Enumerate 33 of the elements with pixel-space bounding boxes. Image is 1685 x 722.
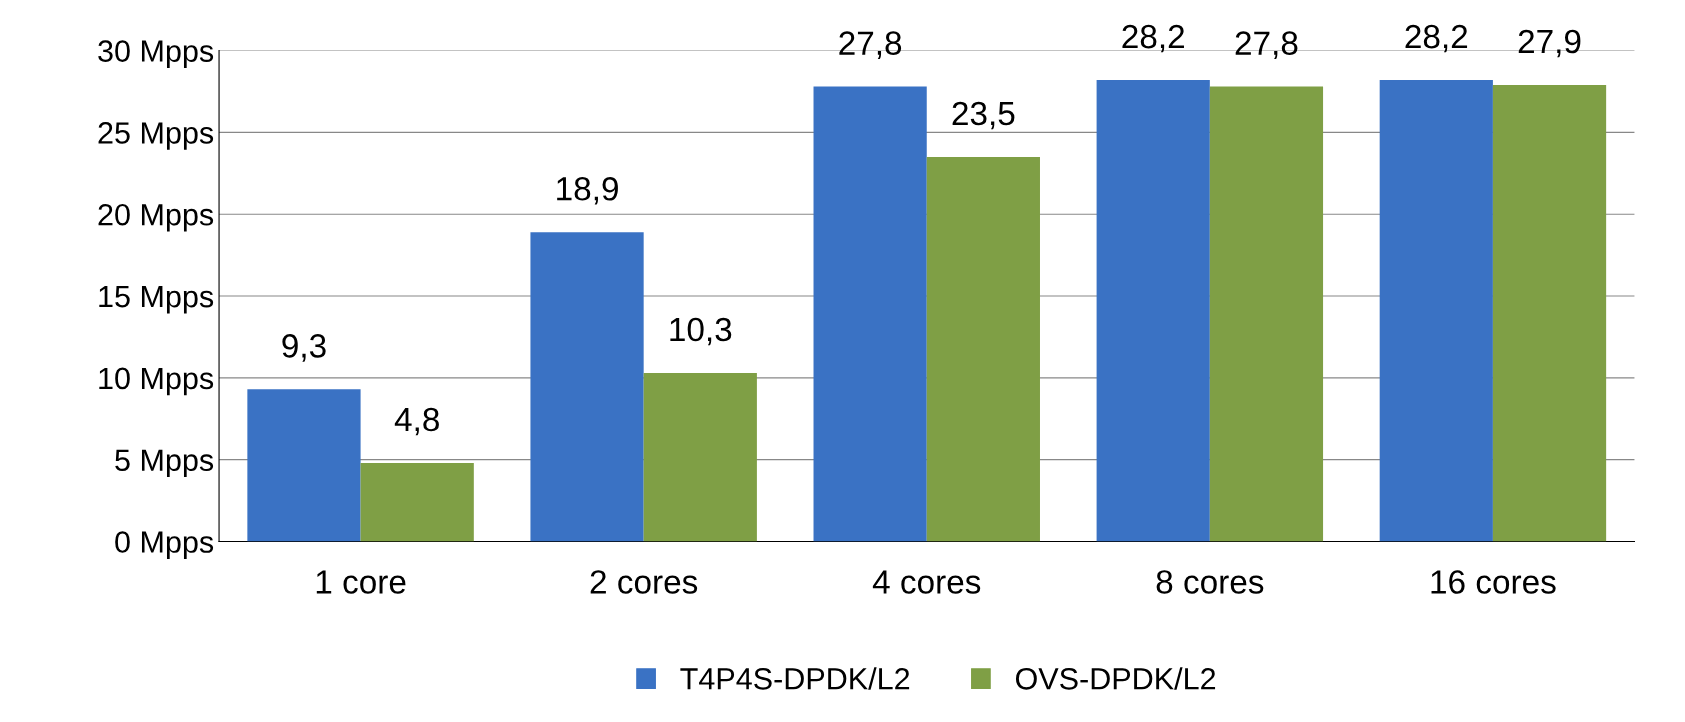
- y-tick-label: 5 Mpps: [115, 449, 214, 478]
- x-tick-label: 16 cores: [1431, 570, 1556, 594]
- data-label: 4,8: [394, 407, 439, 436]
- y-tick-label: 25 Mpps: [98, 122, 214, 150]
- bar: [1096, 80, 1210, 542]
- y-tick-label: 15 Mpps: [99, 286, 214, 314]
- data-label: 28,2: [1405, 24, 1468, 53]
- y-tick-label: 0 Mpps: [115, 531, 214, 559]
- data-label: 27,9: [1518, 29, 1581, 58]
- bar: [1492, 84, 1607, 542]
- x-tick-label: 1 core: [316, 570, 406, 594]
- bar: [926, 156, 1040, 542]
- x-tick-label: 4 cores: [872, 570, 981, 594]
- bar: [360, 462, 474, 542]
- bar: [530, 232, 644, 542]
- y-tick-label: 30 Mpps: [98, 40, 214, 68]
- data-label: 27,8: [839, 31, 902, 59]
- data-label: 28,2: [1122, 24, 1184, 53]
- legend-label: T4P4S-DPDK/L2: [680, 667, 910, 690]
- data-label: 27,8: [1235, 31, 1298, 59]
- data-label: 9,3: [282, 334, 326, 362]
- x-tick-label: 8 cores: [1156, 570, 1264, 594]
- data-label: 18,9: [557, 177, 618, 205]
- y-tick-label: 20 Mpps: [98, 203, 214, 232]
- bar: [1209, 86, 1324, 542]
- data-label: 23,5: [952, 101, 1015, 130]
- x-tick-label: 2 cores: [590, 570, 698, 594]
- y-tick-label: 10 Mpps: [99, 367, 214, 396]
- bar: [643, 372, 757, 542]
- legend-label: OVS-DPDK/L2: [1015, 667, 1216, 690]
- bar: [813, 86, 927, 542]
- data-label: 10,3: [670, 317, 732, 346]
- bar: [247, 389, 361, 542]
